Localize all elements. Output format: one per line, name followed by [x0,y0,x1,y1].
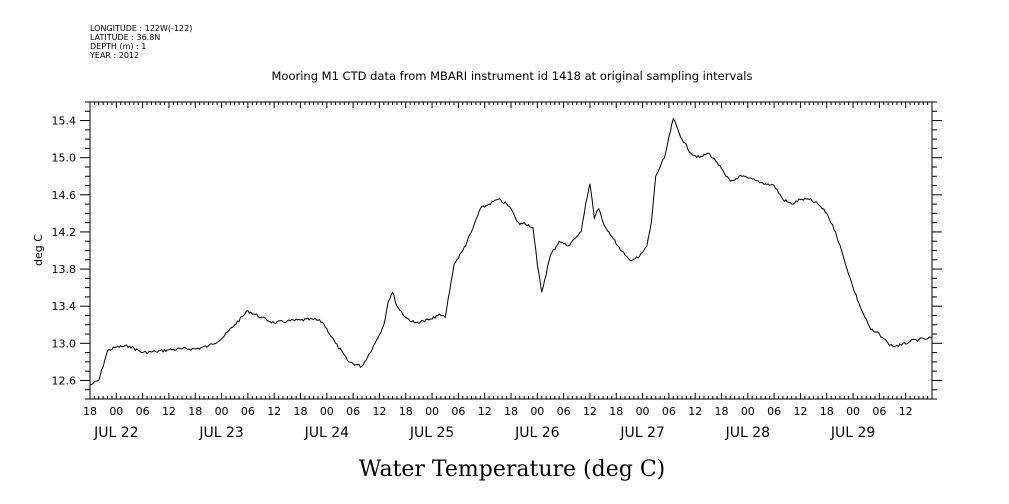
y-tick-label: 15.4 [52,115,77,128]
day-label: JUL 24 [304,425,350,441]
day-labels: JUL 22 JUL 23 JUL 24 JUL 25 JUL 26 JUL 27 JUL … [93,425,875,441]
axis-ticks [80,101,942,400]
day-label: JUL 23 [198,425,243,441]
x-tick-label: 18 [820,405,834,418]
x-tick-label: 18 [294,405,308,418]
chart-title: Mooring M1 CTD data from MBARI instrumen… [272,69,753,83]
temperature-series-line [89,117,933,386]
x-tick-label: 06 [346,405,360,418]
day-label: JUL 28 [725,425,770,441]
x-tick-label: 06 [662,405,676,418]
y-tick-label: 15.0 [52,152,77,165]
x-tick-label: 18 [715,405,729,418]
y-tick-label: 14.6 [52,189,77,202]
y-tick-label: 12.6 [52,374,77,387]
meta-depth: DEPTH (m) : 1 [90,42,146,51]
x-tick-label: 12 [372,405,386,418]
x-tick-label: 12 [162,405,176,418]
y-tick-labels: 12.6 13.0 13.4 13.8 14.2 14.6 15.0 15.4 [52,115,77,388]
plot-frame [89,101,933,400]
y-tick-label: 13.0 [52,337,77,350]
x-tick-label: 00 [846,405,860,418]
x-tick-label: 00 [530,405,544,418]
day-label: JUL 26 [514,425,560,441]
x-tick-label: 06 [767,405,781,418]
x-tick-label: 18 [188,405,202,418]
x-tick-label: 18 [399,405,413,418]
x-tick-label: 06 [557,405,571,418]
day-label: JUL 22 [93,425,138,441]
x-tick-label: 06 [241,405,255,418]
y-tick-label: 14.2 [52,226,77,239]
y-axis-label: deg C [32,234,45,266]
day-label: JUL 25 [409,425,454,441]
x-tick-label: 12 [478,405,492,418]
x-tick-label: 12 [688,405,702,418]
x-tick-label: 18 [83,405,97,418]
x-tick-label: 18 [609,405,623,418]
x-tick-label: 00 [425,405,439,418]
x-tick-label: 00 [320,405,334,418]
x-tick-label: 00 [109,405,123,418]
y-tick-label: 13.8 [52,263,77,276]
x-tick-label: 00 [636,405,650,418]
x-tick-label: 06 [136,405,150,418]
x-tick-label: 00 [215,405,229,418]
meta-longitude: LONGITUDE : 122W(-122) [90,24,192,33]
x-tick-label: 12 [793,405,807,418]
x-tick-label: 12 [267,405,281,418]
x-tick-label: 18 [504,405,518,418]
meta-latitude: LATITUDE : 36.8N [90,33,160,42]
x-tick-labels: 18 00 06 12 18 00 06 12 18 00 06 12 18 00 06 12 18 00 06 12… [83,405,913,418]
x-axis-title: Water Temperature (deg C) [359,457,666,482]
x-tick-label: 06 [872,405,886,418]
x-tick-label: 00 [741,405,755,418]
y-tick-label: 13.4 [52,300,77,313]
metadata-block: LONGITUDE : 122W(-122) LATITUDE : 36.8N … [89,24,192,60]
x-tick-label: 12 [899,405,913,418]
x-tick-label: 06 [451,405,465,418]
meta-year: YEAR : 2012 [89,51,139,60]
day-label: JUL 29 [830,425,875,441]
x-tick-label: 12 [583,405,597,418]
day-label: JUL 27 [619,425,664,441]
